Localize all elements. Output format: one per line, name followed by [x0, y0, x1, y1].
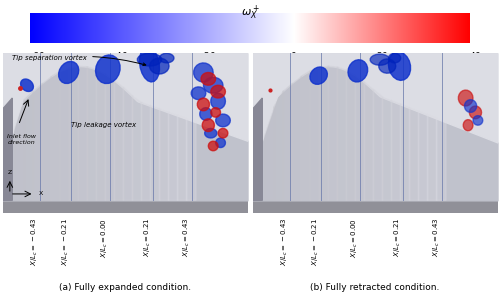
Text: Z: Z: [8, 170, 12, 175]
Polygon shape: [400, 104, 410, 200]
Polygon shape: [60, 67, 70, 200]
Polygon shape: [310, 67, 320, 200]
Polygon shape: [208, 141, 218, 151]
Polygon shape: [252, 98, 262, 200]
Polygon shape: [198, 98, 209, 111]
Polygon shape: [33, 83, 42, 200]
Polygon shape: [24, 91, 34, 200]
Polygon shape: [418, 111, 428, 200]
Polygon shape: [216, 138, 226, 148]
Polygon shape: [252, 53, 498, 213]
Polygon shape: [204, 128, 217, 138]
Polygon shape: [346, 70, 356, 200]
Text: $X/L_c = 0.21$: $X/L_c = 0.21$: [393, 218, 403, 257]
Polygon shape: [464, 120, 473, 131]
Polygon shape: [409, 108, 419, 200]
Text: Inlet flow
direction: Inlet flow direction: [8, 134, 36, 145]
Polygon shape: [348, 60, 368, 82]
Polygon shape: [168, 112, 178, 200]
Polygon shape: [105, 74, 115, 200]
Polygon shape: [20, 79, 34, 91]
Polygon shape: [211, 108, 220, 117]
Polygon shape: [204, 77, 223, 93]
Polygon shape: [114, 80, 124, 200]
Polygon shape: [2, 98, 12, 200]
Polygon shape: [216, 114, 230, 127]
Polygon shape: [186, 119, 196, 200]
Polygon shape: [355, 75, 365, 200]
Polygon shape: [458, 90, 473, 106]
Polygon shape: [194, 63, 213, 82]
Polygon shape: [140, 47, 160, 82]
Polygon shape: [283, 83, 292, 200]
Polygon shape: [274, 91, 283, 200]
Polygon shape: [310, 67, 328, 84]
Polygon shape: [123, 87, 133, 200]
Polygon shape: [464, 100, 476, 112]
Polygon shape: [202, 119, 214, 132]
Text: $X/L_c = 0.00$: $X/L_c = 0.00$: [350, 218, 360, 258]
Polygon shape: [470, 106, 482, 119]
Polygon shape: [78, 66, 88, 200]
Text: $X/L_c = -0.43$: $X/L_c = -0.43$: [280, 218, 290, 266]
Polygon shape: [252, 200, 498, 213]
Polygon shape: [96, 69, 106, 200]
Polygon shape: [370, 54, 390, 65]
Polygon shape: [96, 55, 120, 83]
Polygon shape: [379, 59, 396, 73]
Polygon shape: [388, 53, 400, 63]
Polygon shape: [364, 82, 374, 200]
Text: (b) Fully retracted condition.: (b) Fully retracted condition.: [310, 283, 440, 292]
Polygon shape: [473, 116, 483, 125]
Text: Tip separation vortex: Tip separation vortex: [12, 55, 146, 66]
Text: $X/L_c = 0.43$: $X/L_c = 0.43$: [182, 218, 192, 258]
Polygon shape: [391, 101, 401, 200]
Text: $X/L_c = -0.43$: $X/L_c = -0.43$: [30, 218, 40, 266]
Text: Tip leakage vortex: Tip leakage vortex: [71, 122, 136, 128]
Polygon shape: [150, 105, 160, 200]
Polygon shape: [218, 128, 228, 138]
Polygon shape: [436, 118, 446, 200]
Polygon shape: [319, 66, 328, 200]
Polygon shape: [301, 70, 310, 200]
Text: $X/L_c = -0.21$: $X/L_c = -0.21$: [61, 218, 71, 266]
Polygon shape: [42, 77, 51, 200]
Polygon shape: [138, 53, 162, 66]
Polygon shape: [201, 73, 216, 85]
Polygon shape: [15, 100, 24, 200]
Polygon shape: [2, 53, 248, 213]
Polygon shape: [382, 97, 392, 200]
Polygon shape: [337, 67, 347, 200]
Polygon shape: [211, 85, 226, 98]
Polygon shape: [427, 115, 437, 200]
Polygon shape: [2, 200, 248, 213]
Text: $X/L_c = 0.43$: $X/L_c = 0.43$: [432, 218, 442, 258]
Polygon shape: [200, 108, 212, 120]
Polygon shape: [132, 96, 142, 200]
Polygon shape: [87, 67, 97, 200]
Polygon shape: [58, 61, 78, 83]
Text: $X/L_c = -0.21$: $X/L_c = -0.21$: [311, 218, 321, 266]
Polygon shape: [292, 76, 302, 200]
Polygon shape: [211, 93, 226, 109]
Polygon shape: [69, 66, 78, 200]
Polygon shape: [51, 71, 60, 200]
Text: $X/L_c = 0.00$: $X/L_c = 0.00$: [100, 218, 110, 258]
Polygon shape: [159, 109, 169, 200]
Polygon shape: [150, 58, 169, 74]
Polygon shape: [141, 102, 151, 200]
Polygon shape: [328, 66, 338, 200]
Text: (a) Fully expanded condition.: (a) Fully expanded condition.: [59, 283, 191, 292]
Text: $X/L_c = 0.21$: $X/L_c = 0.21$: [143, 218, 153, 257]
Polygon shape: [160, 53, 174, 63]
Text: $\omega_X^+$: $\omega_X^+$: [240, 4, 260, 22]
Text: X: X: [39, 192, 44, 197]
Polygon shape: [373, 89, 383, 200]
Polygon shape: [177, 115, 187, 200]
Polygon shape: [265, 107, 274, 200]
Polygon shape: [192, 87, 206, 100]
Polygon shape: [388, 52, 410, 81]
